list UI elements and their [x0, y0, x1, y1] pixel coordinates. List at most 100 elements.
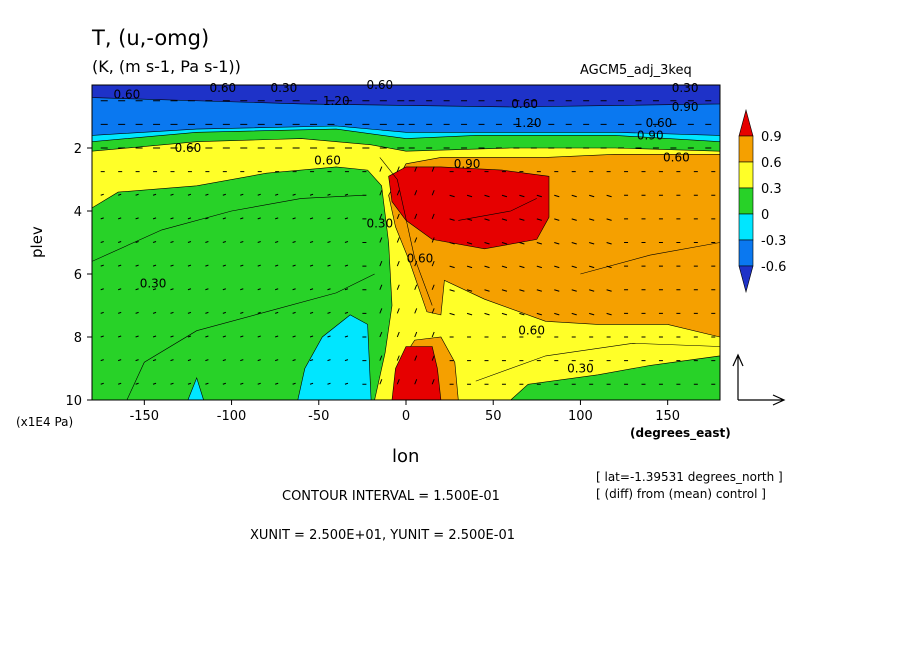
x-tick-label: 50	[485, 409, 502, 424]
vector-arrow	[205, 288, 209, 291]
vector-arrow	[222, 288, 226, 291]
contour-label: 0.60	[366, 78, 393, 92]
x-tick-label: -50	[308, 409, 329, 424]
colorbar-level-label: 0.6	[761, 156, 782, 171]
region-red-upper	[388, 166, 550, 250]
vector-arrow	[187, 241, 192, 243]
vector-arrow	[501, 194, 508, 198]
vector-arrow	[501, 289, 508, 292]
vector-arrow	[396, 355, 400, 361]
vector-arrow	[519, 194, 525, 198]
vector-arrow	[431, 166, 435, 172]
vector-arrow	[240, 359, 244, 362]
vector-arrow	[536, 312, 542, 316]
vector-arrow	[327, 311, 331, 314]
vector-arrow	[571, 289, 577, 292]
vector-arrow	[152, 288, 157, 291]
vector-arrow	[484, 218, 490, 221]
vector-arrow	[240, 288, 244, 291]
reference-vector-icon	[732, 353, 786, 406]
vector-arrow	[309, 288, 314, 291]
vector-arrow	[396, 284, 400, 290]
vector-arrow	[431, 379, 435, 385]
vector-arrow	[292, 193, 296, 196]
y-axis-label: plev	[28, 226, 46, 258]
vector-arrow	[536, 242, 542, 245]
vector-arrow	[466, 194, 473, 198]
colorbar-level-label: 0.9	[761, 130, 782, 145]
vector-arrow	[135, 311, 139, 314]
vector-arrow	[187, 382, 192, 385]
vector-arrow	[152, 193, 157, 196]
vector-arrow	[449, 312, 455, 316]
vector-arrow	[431, 190, 435, 196]
vector-arrow	[257, 288, 261, 291]
vector-arrow	[170, 359, 174, 362]
vector-arrow	[292, 359, 296, 362]
vector-arrow	[449, 218, 455, 221]
vector-arrow	[466, 242, 473, 245]
y-tick-label: 4	[74, 205, 82, 220]
vector-arrow	[205, 359, 209, 362]
vector-arrow	[344, 311, 349, 314]
vector-arrow	[135, 217, 139, 220]
vector-arrow	[571, 242, 577, 245]
vector-arrow	[292, 335, 296, 338]
vector-arrow	[309, 335, 314, 338]
vector-arrow	[344, 217, 349, 220]
vector-arrow	[135, 241, 139, 243]
vector-arrow	[396, 260, 400, 267]
x-tick-label: 150	[655, 409, 680, 424]
diff-note: [ (diff) from (mean) control ]	[596, 487, 766, 501]
vector-arrow	[170, 193, 174, 196]
vector-arrow	[135, 193, 139, 196]
vector-arrow	[240, 241, 244, 243]
vector-arrow	[571, 312, 577, 316]
colorbar-level-label: -0.3	[761, 234, 786, 249]
vector-arrow	[606, 242, 612, 245]
vector-arrow	[240, 193, 244, 196]
contour-label: 0.60	[511, 97, 538, 111]
vector-arrow	[344, 335, 349, 338]
vector-arrow	[606, 289, 612, 292]
x-tick-label: 0	[402, 409, 410, 424]
vector-arrow	[152, 217, 157, 220]
vector-arrow	[205, 311, 209, 314]
vector-arrow	[257, 264, 261, 267]
vector-arrow	[327, 241, 331, 243]
vector-arrow	[275, 193, 279, 196]
chart-title: T, (u,-omg)	[92, 26, 210, 50]
vector-arrow	[606, 194, 612, 198]
contour-line	[580, 242, 720, 275]
vector-arrow	[100, 217, 104, 220]
vector-arrow	[414, 355, 418, 361]
vector-arrow	[396, 237, 400, 243]
vector-arrow	[309, 264, 314, 267]
vector-arrow	[414, 166, 418, 172]
vector-arrow	[449, 265, 455, 269]
vector-arrow	[396, 213, 400, 220]
vector-arrow	[187, 193, 192, 196]
vector-arrow	[554, 218, 560, 221]
vector-arrow	[484, 194, 490, 198]
vector-arrow	[414, 213, 418, 220]
vector-arrow	[396, 308, 400, 314]
vector-arrow	[327, 288, 331, 291]
vector-arrow	[519, 218, 525, 221]
contour-line	[126, 273, 375, 400]
y-tick-label: 6	[74, 268, 82, 283]
vector-arrow	[327, 217, 331, 220]
vector-arrow	[187, 335, 192, 338]
vector-arrow	[100, 335, 104, 338]
vector-arrow	[414, 379, 418, 385]
vector-arrow	[100, 359, 104, 362]
vector-arrow	[466, 218, 473, 221]
vector-arrow	[170, 241, 174, 243]
colorbar-level-label: 0	[761, 208, 769, 223]
vector-arrow	[589, 265, 595, 269]
vector-arrow	[170, 264, 174, 267]
vector-arrow	[118, 382, 122, 385]
vector-arrow	[379, 166, 383, 172]
x-axis-label: lon	[392, 446, 420, 467]
vector-arrow	[275, 382, 279, 385]
